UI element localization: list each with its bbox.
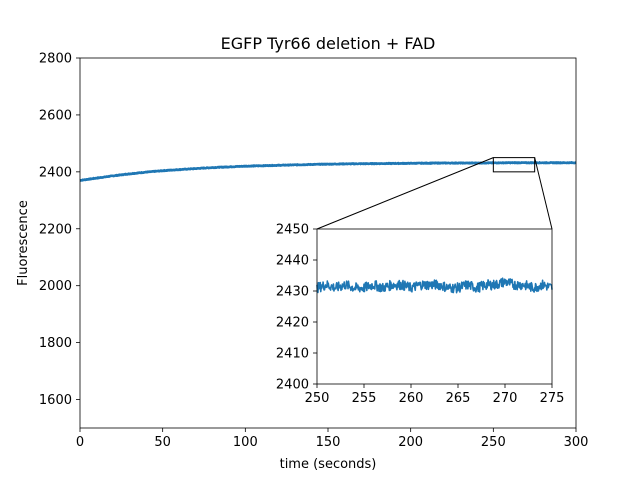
- y-axis-title: Fluorescence: [16, 200, 31, 286]
- main-x-tick-label: 50: [154, 435, 171, 450]
- chart-title: EGFP Tyr66 deletion + FAD: [221, 34, 436, 53]
- inset-y-tick-label: 2400: [276, 378, 309, 393]
- main-x-tick-label: 200: [398, 435, 423, 450]
- main-y-tick-label: 2600: [39, 108, 72, 123]
- inset-y-tick-label: 2410: [276, 347, 309, 362]
- main-x-tick-label: 150: [316, 435, 341, 450]
- main-x-tick-label: 0: [76, 435, 84, 450]
- main-y-tick-label: 1800: [39, 336, 72, 351]
- main-x-tick-label: 100: [233, 435, 258, 450]
- zoom-connector-right: [534, 157, 553, 230]
- inset-plot-area: [317, 229, 552, 384]
- inset-x-tick-label: 260: [399, 391, 424, 406]
- inset-y-tick-label: 2440: [276, 254, 309, 269]
- main-y-tick-label: 1600: [39, 393, 72, 408]
- inset-plot-frame: [316, 228, 553, 385]
- inset-x-tick-label: 270: [493, 391, 518, 406]
- main-y-tick-label: 2000: [39, 279, 72, 294]
- zoom-region-box: [492, 157, 536, 173]
- inset-plot: 250 255 260 265 270 275 2400 2410 2420 2430 2440 24…: [276, 223, 565, 407]
- zoom-connector-left: [316, 157, 494, 230]
- main-x-tick-label: 250: [481, 435, 506, 450]
- inset-series-line: [316, 277, 553, 294]
- inset-x-tick-label: 255: [352, 391, 377, 406]
- inset-x-tick-label: 265: [446, 391, 471, 406]
- main-x-tick-label: 300: [564, 435, 589, 450]
- inset-y-tick-label: 2430: [276, 285, 309, 300]
- x-axis-title: time (seconds): [280, 457, 377, 472]
- main-y-tick-label: 2400: [39, 165, 72, 180]
- inset-x-tick-label: 250: [305, 391, 330, 406]
- inset-y-tick-label: 2420: [276, 316, 309, 331]
- main-y-tick-label: 2800: [39, 52, 72, 67]
- zoom-indicator: [316, 157, 553, 230]
- main-y-tick-label: 2200: [39, 222, 72, 237]
- main-plot-frame: [79, 57, 577, 429]
- inset-x-tick-label: 275: [540, 391, 565, 406]
- inset-y-tick-label: 2450: [276, 223, 309, 238]
